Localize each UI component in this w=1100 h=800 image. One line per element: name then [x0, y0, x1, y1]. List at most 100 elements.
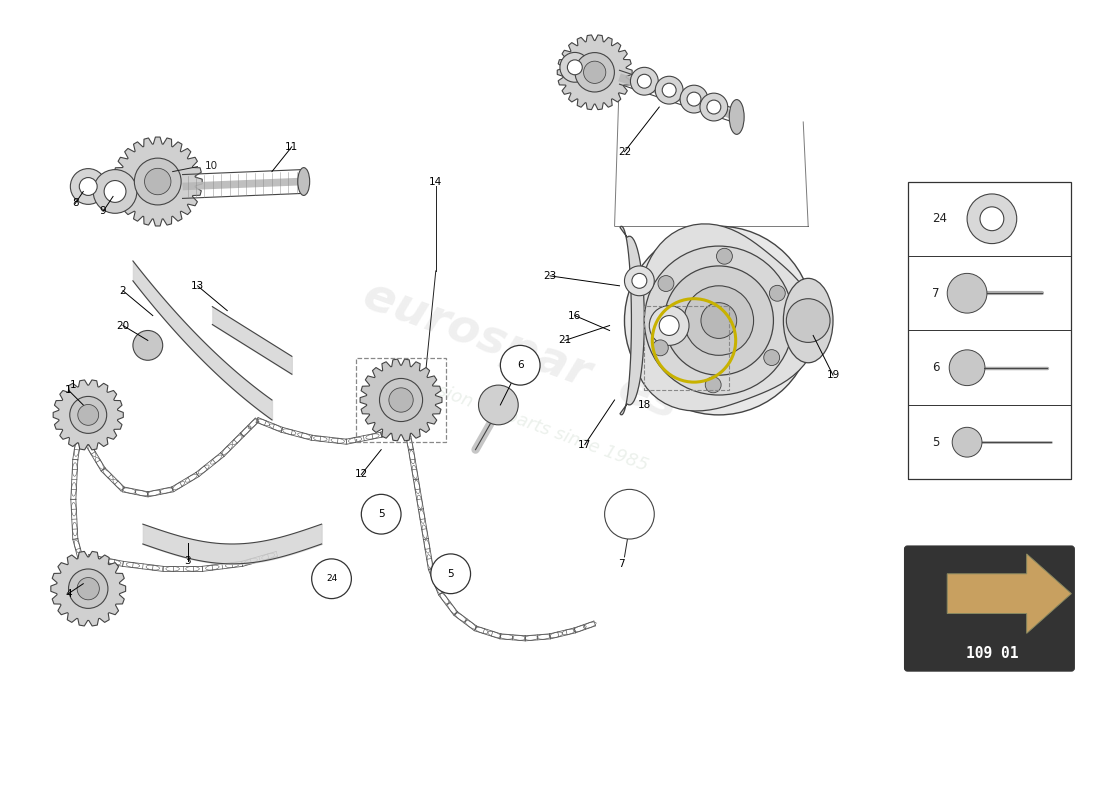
Text: 7: 7: [933, 286, 939, 300]
Text: 18: 18: [638, 400, 651, 410]
Polygon shape: [632, 224, 817, 411]
Text: 5: 5: [933, 436, 939, 449]
Text: 24: 24: [933, 212, 947, 226]
Text: 24: 24: [326, 574, 338, 583]
Circle shape: [786, 298, 830, 342]
Text: 11: 11: [285, 142, 298, 152]
Circle shape: [625, 226, 813, 415]
Text: 14: 14: [429, 177, 442, 186]
Circle shape: [625, 266, 654, 296]
Ellipse shape: [783, 278, 833, 362]
Circle shape: [560, 53, 590, 82]
Circle shape: [701, 302, 737, 338]
Text: 1: 1: [70, 380, 77, 390]
Circle shape: [584, 61, 606, 83]
Circle shape: [947, 274, 987, 313]
Text: 4: 4: [68, 589, 75, 598]
Circle shape: [389, 388, 414, 412]
Text: 13: 13: [190, 281, 205, 290]
Polygon shape: [947, 554, 1071, 634]
Text: 20: 20: [117, 321, 130, 330]
Circle shape: [700, 93, 728, 121]
Ellipse shape: [298, 168, 310, 195]
Circle shape: [77, 578, 99, 600]
Text: 10: 10: [205, 161, 218, 170]
Circle shape: [431, 554, 471, 594]
Polygon shape: [620, 226, 645, 415]
Text: 1: 1: [65, 385, 72, 395]
Circle shape: [953, 427, 982, 457]
Text: a passion for parts since 1985: a passion for parts since 1985: [389, 365, 651, 475]
Circle shape: [134, 158, 182, 205]
Circle shape: [69, 397, 107, 434]
Circle shape: [361, 494, 402, 534]
Text: 22: 22: [618, 146, 631, 157]
Circle shape: [680, 86, 708, 113]
Circle shape: [645, 246, 793, 395]
Circle shape: [79, 178, 97, 195]
Text: 17: 17: [579, 440, 592, 450]
Circle shape: [568, 60, 582, 74]
Text: 6: 6: [517, 360, 524, 370]
Text: 7: 7: [618, 559, 625, 569]
Text: 6: 6: [933, 362, 939, 374]
Circle shape: [630, 67, 658, 95]
Text: 9: 9: [100, 206, 107, 216]
Circle shape: [707, 100, 721, 114]
Polygon shape: [558, 35, 632, 110]
Circle shape: [980, 207, 1004, 230]
Circle shape: [133, 330, 163, 360]
Circle shape: [769, 286, 785, 302]
Circle shape: [662, 83, 676, 97]
Circle shape: [705, 377, 722, 393]
Text: 2: 2: [120, 286, 127, 296]
Circle shape: [311, 559, 351, 598]
Text: 5: 5: [448, 569, 454, 578]
Circle shape: [659, 315, 679, 335]
Polygon shape: [360, 359, 442, 441]
Circle shape: [716, 248, 733, 264]
Circle shape: [605, 490, 654, 539]
Circle shape: [144, 168, 170, 194]
Circle shape: [631, 274, 647, 288]
Bar: [645, 306, 728, 390]
Text: 16: 16: [569, 310, 582, 321]
Polygon shape: [53, 380, 123, 450]
Polygon shape: [51, 551, 125, 626]
Text: 19: 19: [826, 370, 839, 380]
Text: 8: 8: [72, 198, 78, 208]
Circle shape: [104, 181, 126, 202]
Circle shape: [637, 74, 651, 88]
Circle shape: [68, 569, 108, 608]
Text: eurospar  es: eurospar es: [356, 273, 684, 428]
Text: 5: 5: [378, 510, 385, 519]
Polygon shape: [113, 137, 202, 226]
Circle shape: [656, 76, 683, 104]
Circle shape: [78, 405, 99, 426]
Circle shape: [649, 306, 689, 346]
Text: 23: 23: [543, 271, 557, 281]
Circle shape: [688, 92, 701, 106]
Ellipse shape: [729, 100, 744, 134]
Circle shape: [967, 194, 1016, 243]
Circle shape: [379, 378, 422, 422]
Circle shape: [652, 340, 669, 356]
Circle shape: [70, 169, 106, 204]
Circle shape: [664, 266, 773, 375]
Circle shape: [94, 170, 136, 214]
Circle shape: [478, 385, 518, 425]
Circle shape: [658, 275, 674, 291]
Circle shape: [949, 350, 984, 386]
FancyBboxPatch shape: [904, 546, 1075, 671]
Text: 15: 15: [508, 370, 521, 380]
Circle shape: [684, 286, 754, 355]
Circle shape: [500, 346, 540, 385]
Bar: [356, 358, 446, 442]
Text: 4: 4: [65, 589, 72, 598]
Text: 21: 21: [559, 335, 572, 346]
Bar: [908, 182, 1071, 479]
Circle shape: [763, 350, 780, 366]
Text: 3: 3: [184, 556, 190, 566]
Circle shape: [575, 53, 615, 92]
Text: 109 01: 109 01: [966, 646, 1019, 661]
